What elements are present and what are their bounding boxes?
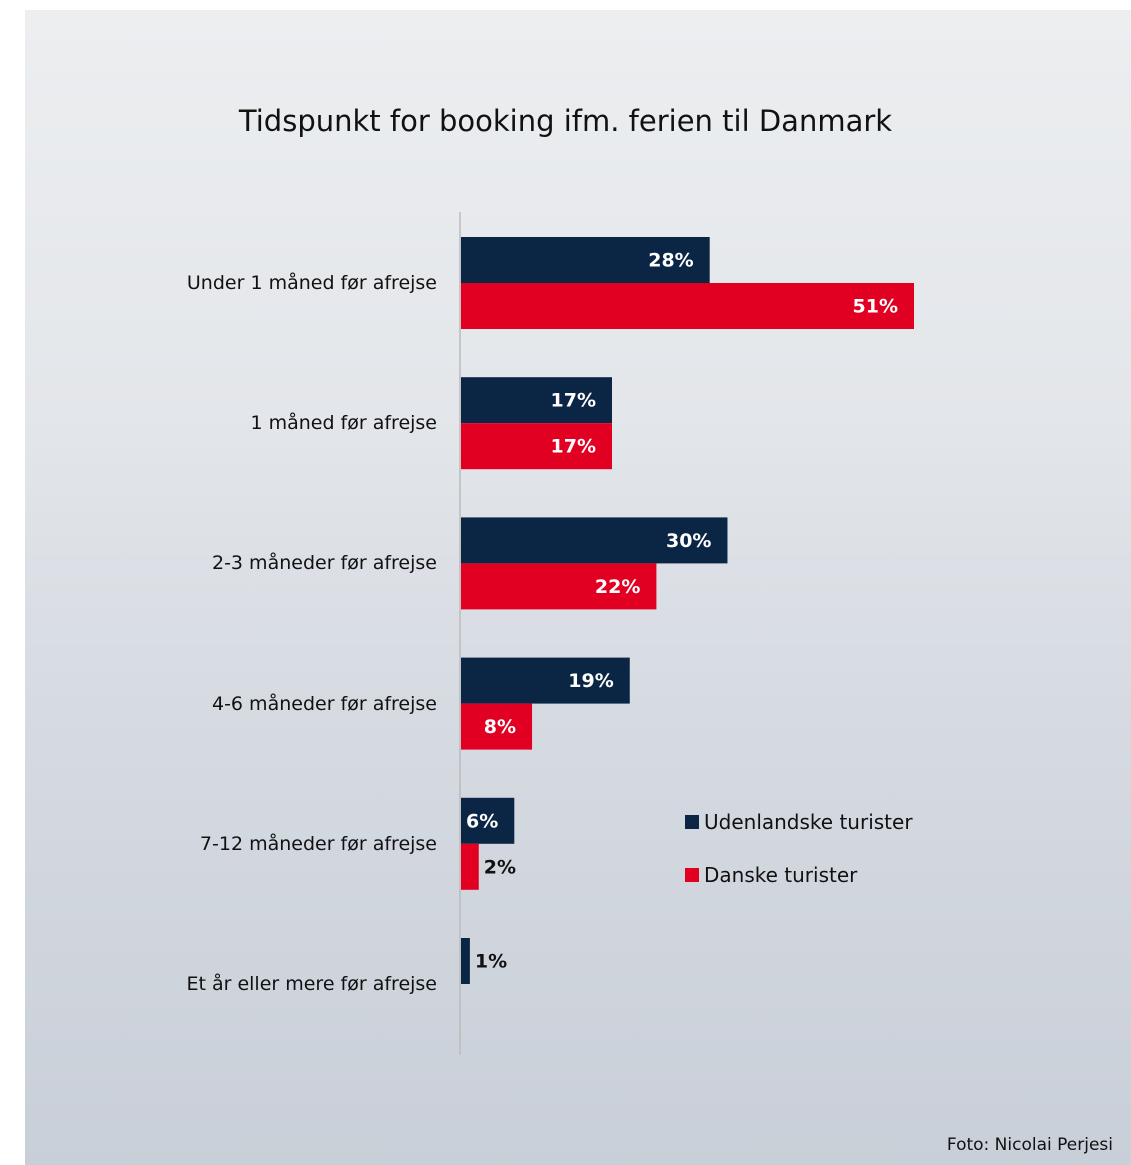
- legend-label: Danske turister: [704, 863, 858, 887]
- bar: [461, 237, 710, 283]
- category-label: Et år eller mere før afrejse: [186, 973, 437, 995]
- category-label: 4-6 måneder før afrejse: [211, 692, 437, 715]
- bar: [461, 797, 515, 844]
- bar: [461, 283, 914, 329]
- legend-swatch: [685, 815, 699, 829]
- bar: [461, 517, 728, 564]
- legend-label: Udenlandske turister: [704, 810, 913, 834]
- value-label: 22%: [595, 576, 640, 598]
- category-label: 1 måned før afrejse: [250, 412, 437, 435]
- value-label: 51%: [853, 296, 898, 318]
- value-label: 1%: [475, 951, 507, 973]
- bar: [461, 377, 612, 424]
- legend-swatch: [685, 868, 699, 882]
- bar: [461, 563, 657, 610]
- category-label: 2-3 måneder før afrejse: [211, 552, 437, 575]
- category-label: Under 1 måned før afrejse: [186, 272, 437, 294]
- chart-title: Tidspunkt for booking ifm. ferien til Da…: [238, 104, 893, 138]
- bar: [461, 657, 630, 704]
- value-label: 30%: [666, 530, 711, 552]
- value-label: 28%: [648, 250, 693, 272]
- value-label: 19%: [568, 670, 613, 692]
- photo-credit: Foto: Nicolai Perjesi: [946, 1135, 1113, 1155]
- value-label: 17%: [551, 436, 596, 458]
- legend-item: Udenlandske turister: [685, 810, 913, 834]
- legend-item: Danske turister: [685, 863, 857, 887]
- category-label: 7-12 måneder før afrejse: [199, 832, 437, 855]
- value-label: 17%: [551, 390, 596, 412]
- value-label: 6%: [466, 810, 498, 832]
- bar: [461, 703, 533, 750]
- bar: [461, 938, 470, 984]
- bar: [461, 423, 612, 470]
- value-label: 8%: [484, 716, 516, 738]
- value-label: 2%: [484, 856, 516, 878]
- bar: [461, 843, 479, 890]
